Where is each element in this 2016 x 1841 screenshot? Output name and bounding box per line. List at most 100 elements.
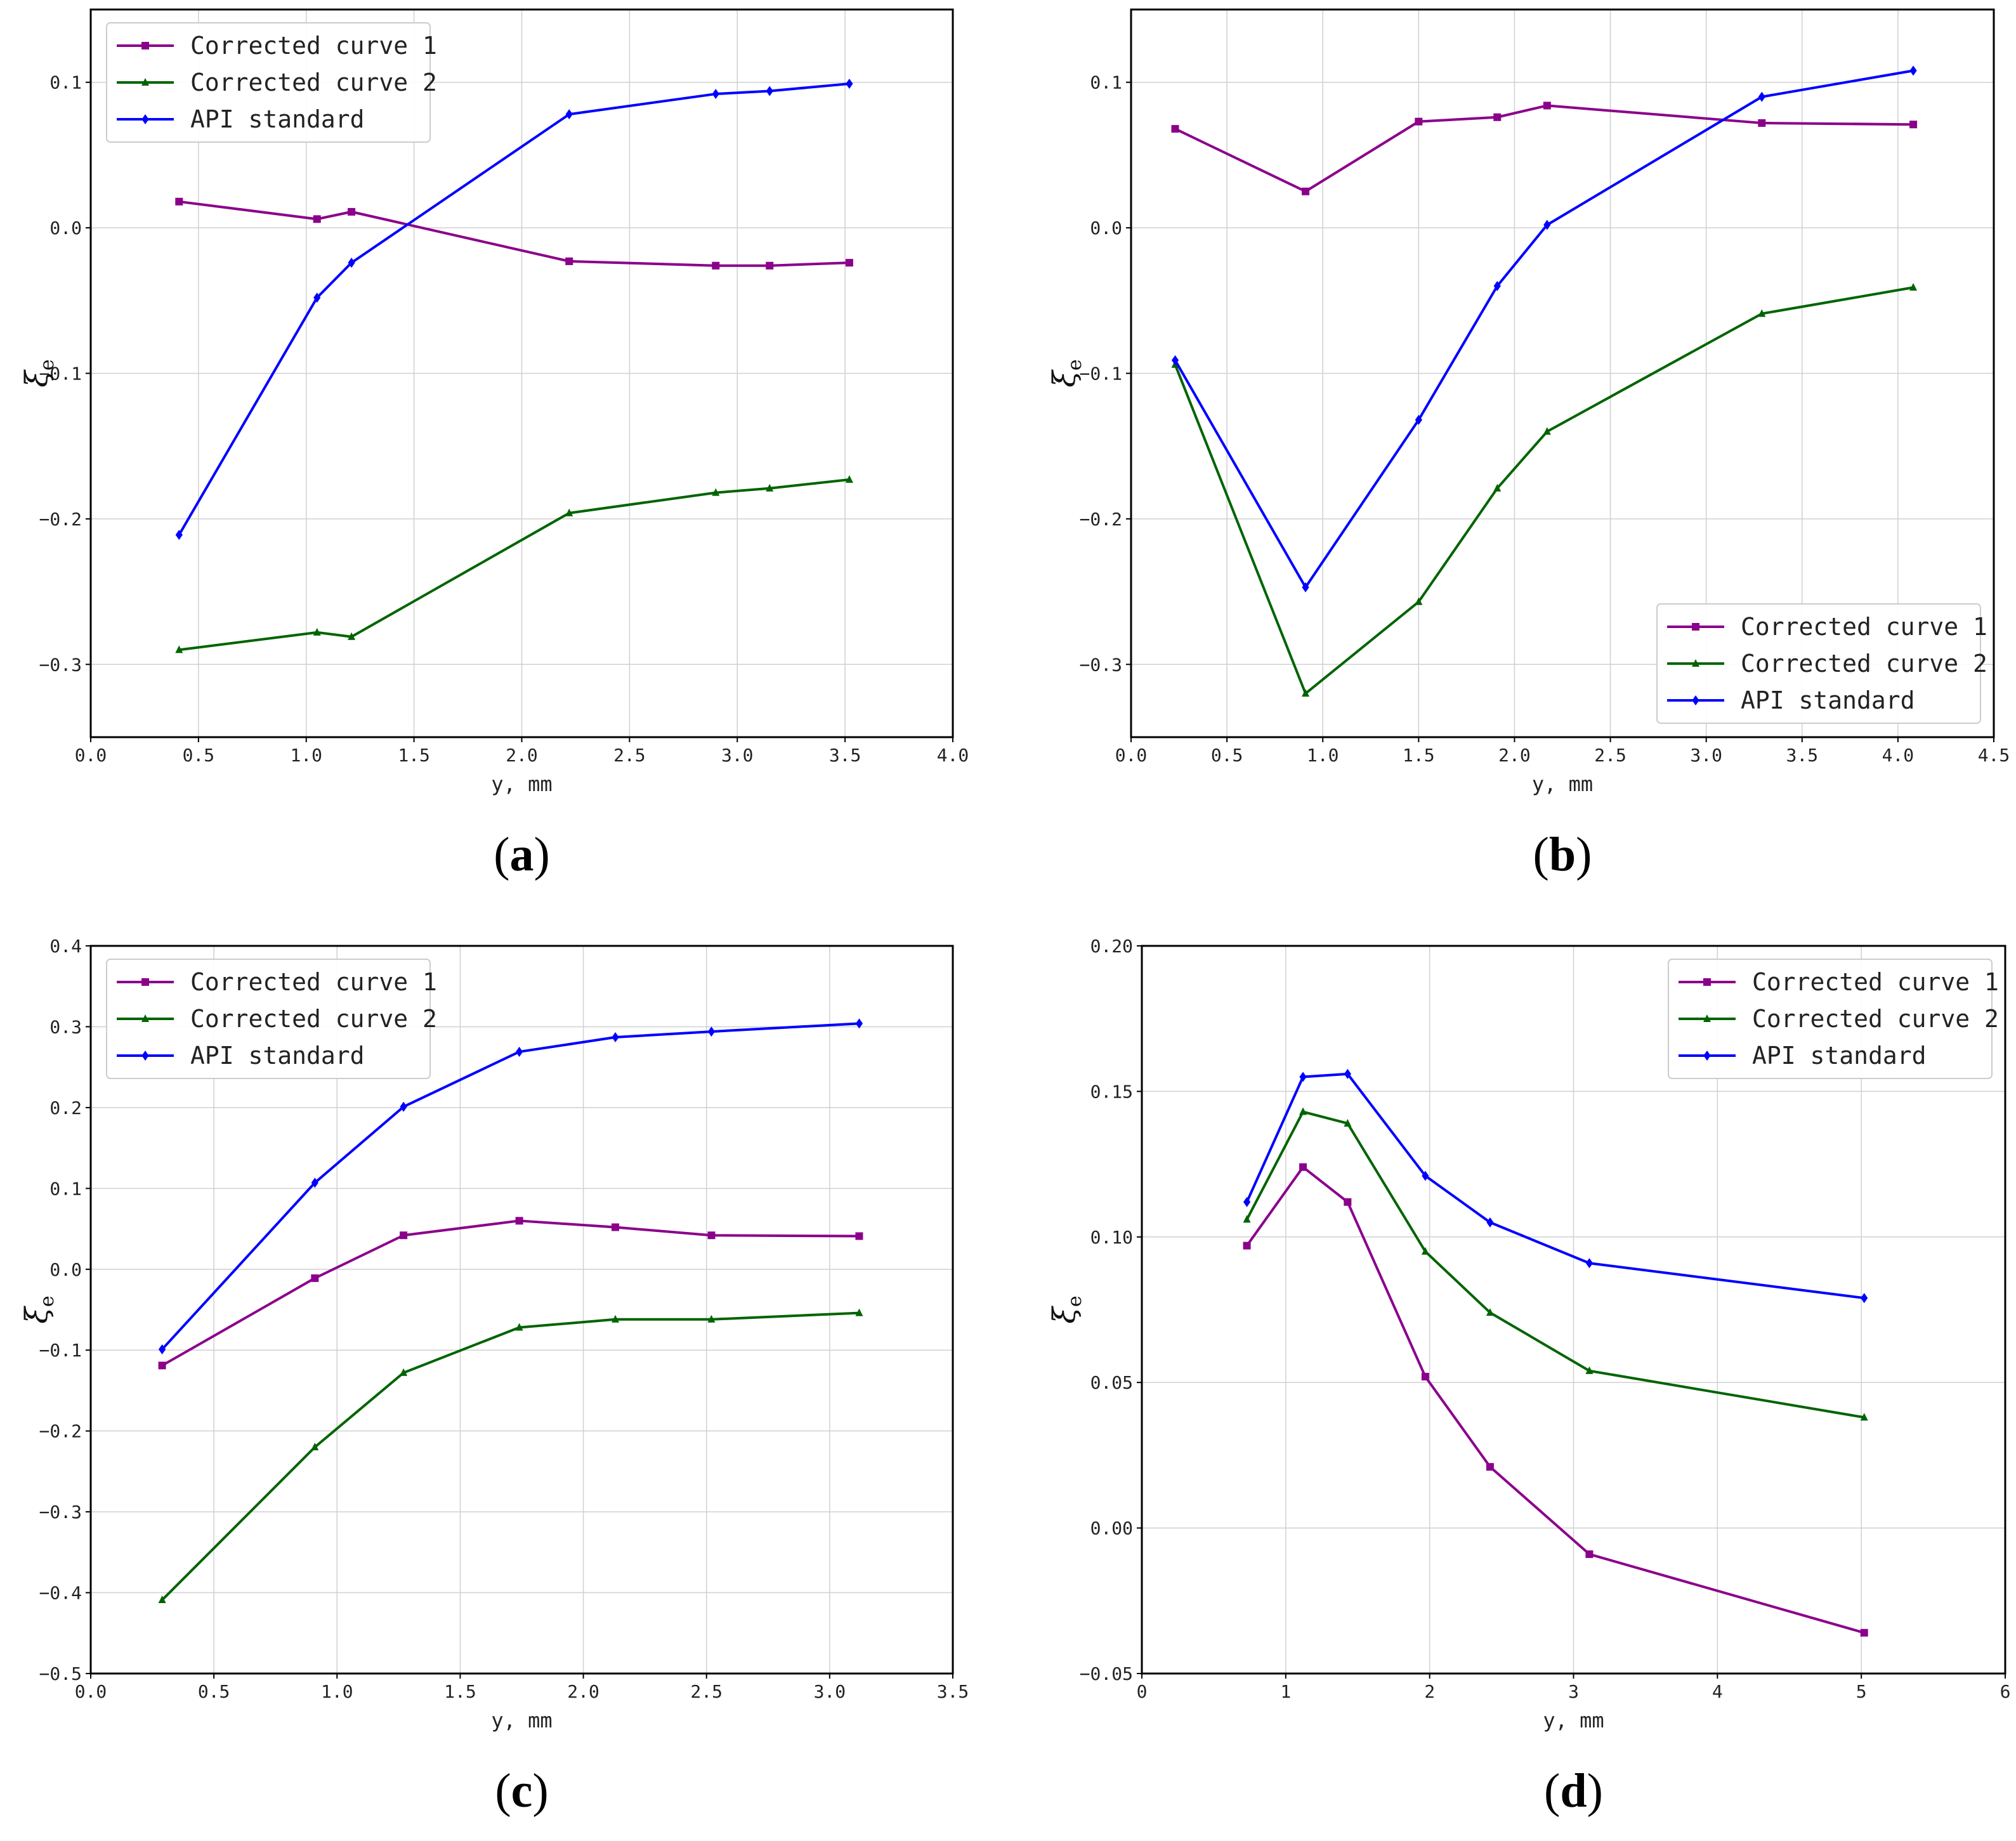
plot-frame	[89, 945, 954, 1675]
panel-label-letter: b	[1549, 828, 1576, 881]
series-line	[1174, 69, 1914, 589]
legend-marker	[1703, 1051, 1711, 1061]
x-tick-label: 1.0	[1307, 745, 1339, 766]
y-axis-symbol: ξ	[1047, 369, 1082, 388]
y-tick-label: 0.0	[49, 1259, 82, 1280]
data-point	[313, 627, 321, 636]
data-point	[1585, 1550, 1594, 1558]
data-point	[1299, 1107, 1307, 1115]
x-tick-label: 5	[1856, 1681, 1867, 1702]
y-tick-label: −0.1	[1080, 364, 1122, 384]
panel-label-close-paren: )	[1587, 1764, 1603, 1818]
y-tick-label: −0.3	[39, 1502, 82, 1523]
data-point	[1861, 1293, 1868, 1304]
series-line	[1174, 104, 1914, 193]
data-point	[1909, 121, 1918, 129]
data-point	[348, 258, 355, 268]
data-point	[348, 632, 356, 640]
data-point	[1302, 582, 1309, 593]
x-tick-label: 0.5	[1211, 745, 1243, 766]
data-point	[159, 1344, 166, 1354]
y-tick-label: 0.10	[1090, 1227, 1133, 1248]
series-line	[1245, 1072, 1864, 1300]
panel-label-close-paren: )	[1576, 828, 1592, 881]
data-point	[1486, 1463, 1494, 1471]
data-point	[1415, 597, 1423, 605]
data-point	[1171, 355, 1179, 365]
data-point	[1909, 283, 1918, 291]
y-tick-label: −0.2	[1080, 509, 1122, 530]
y-tick-label: −0.3	[39, 654, 82, 675]
x-tick-label: 2	[1424, 1681, 1435, 1702]
y-axis-subscript: e	[1064, 359, 1086, 370]
series-1	[1243, 1163, 1868, 1637]
data-point	[515, 1217, 523, 1225]
y-tick-label: 0.0	[49, 218, 82, 239]
data-point	[1860, 1413, 1868, 1421]
x-tick-label: 1.0	[321, 1681, 353, 1702]
x-tick-label: 4.5	[1978, 745, 2010, 766]
panel-a: 0.0 0.5 1.0 1.5 2.0 2.5 3.0 3.5 4.0 −0.3 −0.2 −0.1 0…	[19, 8, 969, 881]
data-point	[846, 78, 853, 89]
x-tick-label: 1.5	[398, 745, 430, 766]
data-point	[1758, 309, 1766, 317]
x-tick-label: 1.5	[1403, 745, 1435, 766]
data-point	[311, 1177, 318, 1188]
legend-label: API standard	[1752, 1042, 1927, 1070]
x-tick-label: 1.0	[290, 745, 322, 766]
y-tick-label: 0.1	[49, 72, 82, 93]
legend-label: Corrected curve 1	[190, 968, 437, 996]
y-tick-label: −0.2	[39, 1421, 82, 1442]
legend-label: Corrected curve 2	[190, 1005, 437, 1033]
data-point	[707, 1231, 716, 1240]
series-line	[179, 200, 849, 267]
series-3	[159, 1018, 863, 1354]
data-point	[175, 645, 183, 653]
data-point	[565, 508, 573, 516]
series-line	[1245, 1110, 1865, 1419]
y-axis-label: ξe	[19, 1295, 58, 1323]
series-3	[175, 78, 853, 541]
panel-label: (b)	[1533, 828, 1592, 881]
y-axis-subscript: e	[1064, 1295, 1086, 1307]
y-tick-label: −0.05	[1080, 1663, 1133, 1684]
data-point	[707, 1026, 716, 1037]
data-point	[845, 259, 853, 267]
data-point	[1493, 280, 1501, 291]
x-tick-label: 0.5	[198, 1681, 230, 1702]
panel-label-open-paren: (	[1544, 1764, 1560, 1818]
data-point	[1415, 414, 1422, 425]
panel-label-letter: c	[511, 1764, 533, 1818]
y-tick-label: 0.00	[1090, 1518, 1133, 1539]
x-tick-label: 2.5	[690, 1681, 723, 1702]
y-axis-label: ξe	[19, 359, 58, 387]
legend-marker	[1692, 623, 1699, 631]
data-point	[1486, 1217, 1494, 1228]
legend-label: Corrected curve 1	[190, 32, 437, 60]
y-tick-label: 0.4	[49, 936, 82, 957]
legend-label: Corrected curve 2	[1752, 1005, 1999, 1033]
series-2	[1243, 1107, 1868, 1421]
series-1	[1171, 102, 1918, 195]
legend-marker	[141, 78, 149, 86]
series-line	[161, 1311, 860, 1601]
x-tick-label: 4.0	[1882, 745, 1915, 766]
x-tick-label: 1.5	[444, 1681, 476, 1702]
x-tick-label: 0.5	[183, 745, 215, 766]
data-point	[1344, 1118, 1352, 1127]
data-point	[1344, 1068, 1351, 1079]
y-tick-label: 0.20	[1090, 936, 1133, 957]
data-point	[175, 530, 183, 541]
x-tick-label: 1	[1280, 1681, 1291, 1702]
panel-label-letter: d	[1560, 1764, 1587, 1818]
panel-b: 0.0 0.5 1.0 1.5 2.0 2.5 3.0 3.5 4.0 4.5 −0.3 −0.2 −0…	[1047, 8, 2010, 881]
legend-box	[1656, 603, 1981, 724]
panel-label: (c)	[495, 1764, 548, 1818]
data-point	[1302, 689, 1310, 697]
y-axis-label: ξe	[1047, 359, 1086, 387]
data-point	[175, 197, 183, 206]
y-axis-symbol: ξ	[1047, 1306, 1082, 1324]
panel-label-close-paren: )	[534, 828, 550, 881]
legend-box	[106, 959, 431, 1079]
